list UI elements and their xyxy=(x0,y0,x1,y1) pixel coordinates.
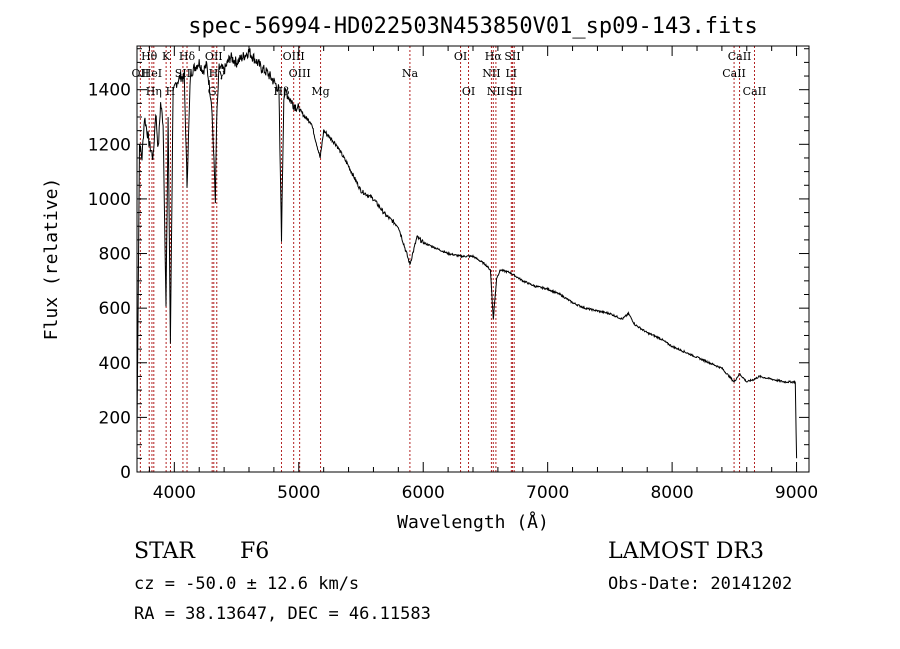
redshift-velocity: cz = -50.0 ± 12.6 km/s xyxy=(134,574,360,594)
line-label-5: K xyxy=(162,50,171,63)
line-label-17: OI xyxy=(454,50,467,63)
spectral-line-markers xyxy=(139,46,755,472)
spectral-subclass: F6 xyxy=(240,539,270,564)
x-tick-label-3: 7000 xyxy=(526,483,569,503)
x-tick-label-1: 5000 xyxy=(277,483,320,503)
line-label-3: HeI xyxy=(142,67,162,80)
line-label-14: OIII xyxy=(289,67,311,80)
line-label-4: Hη xyxy=(146,85,162,98)
survey-name: LAMOST DR3 xyxy=(608,539,764,564)
y-tick-label-1: 200 xyxy=(99,408,131,428)
line-label-0: OII xyxy=(132,67,150,80)
line-label-22: SII xyxy=(504,50,520,63)
x-tick-label-4: 8000 xyxy=(650,483,693,503)
line-label-26: CaII xyxy=(722,67,746,80)
line-label-8: Hδ xyxy=(179,50,196,63)
y-tick-label-4: 800 xyxy=(99,245,131,265)
spectrum-line xyxy=(136,48,798,459)
x-axis-label: Wavelength (Å) xyxy=(397,511,549,533)
x-tick-label-5: 9000 xyxy=(775,483,818,503)
coordinates: RA = 38.13647, DEC = 46.11583 xyxy=(134,604,431,624)
y-axis-label: Flux (relative) xyxy=(41,178,62,341)
x-tick-label-2: 6000 xyxy=(402,483,445,503)
line-label-18: OI xyxy=(462,85,475,98)
plot-frame xyxy=(136,45,810,473)
line-label-13: OIII xyxy=(283,50,305,63)
y-tick-label-2: 400 xyxy=(99,354,131,374)
line-label-9: OII xyxy=(205,50,223,63)
line-label-24: SII xyxy=(506,85,522,98)
line-label-7: H xyxy=(166,85,176,98)
line-label-27: CaII xyxy=(743,85,767,98)
y-tick-label-7: 1400 xyxy=(88,81,131,101)
observation-date: Obs-Date: 20141202 xyxy=(608,574,793,594)
line-label-20: NII xyxy=(482,67,500,80)
line-label-21: NII xyxy=(487,85,505,98)
y-tick-label-5: 1000 xyxy=(88,190,131,210)
y-tick-label-6: 1200 xyxy=(88,135,131,155)
y-axis: 0 200 400 600 800 1000 1200 1400 xyxy=(88,48,809,483)
y-tick-label-3: 600 xyxy=(99,299,131,319)
line-label-16: Na xyxy=(402,67,419,80)
object-type: STAR xyxy=(134,539,195,564)
y-tick-label-0: 0 xyxy=(120,463,131,483)
line-label-23: LI xyxy=(506,67,518,80)
line-label-15: Mg xyxy=(311,85,329,98)
chart-title: spec-56994-HD022503N453850V01_sp09-143.f… xyxy=(188,14,758,39)
line-label-19: Hα xyxy=(485,50,503,63)
line-label-10: Hγ xyxy=(209,67,226,80)
line-label-11: G xyxy=(208,85,217,98)
line-label-25: CaII xyxy=(728,50,752,63)
line-label-1: Hθ xyxy=(141,50,158,63)
x-tick-label-0: 4000 xyxy=(153,483,196,503)
x-axis: 4000 5000 6000 7000 8000 9000 xyxy=(148,46,818,503)
